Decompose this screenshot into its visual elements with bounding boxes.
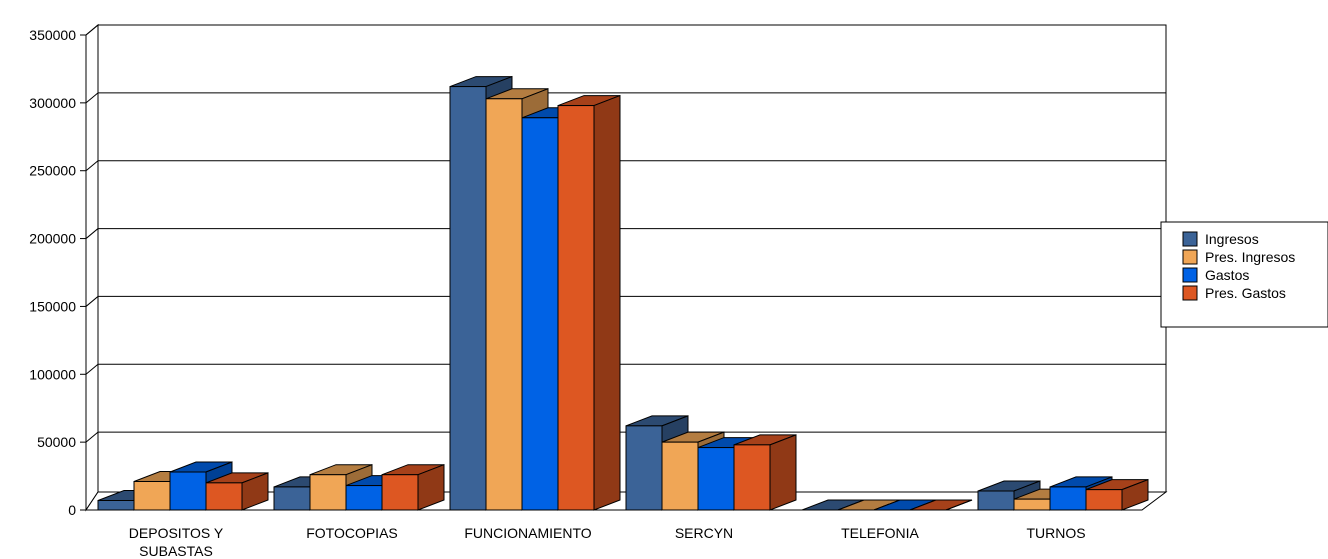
- legend: Ingresos Pres. Ingresos Gastos Pres. Gastos: [1160, 221, 1328, 328]
- bar: [733, 434, 797, 511]
- gridline-side: [85, 228, 99, 239]
- gridline-side: [85, 363, 99, 375]
- bar-side: [769, 434, 797, 511]
- bar-front: [169, 471, 207, 511]
- gridline-side: [85, 296, 99, 307]
- bar: [1085, 478, 1149, 511]
- bar: [309, 463, 373, 511]
- bar-front: [485, 98, 523, 511]
- x-tick-label: TELEFONIA: [841, 525, 919, 541]
- bar-front: [205, 482, 243, 511]
- bar-front: [449, 86, 487, 511]
- legend-swatch: [1182, 285, 1198, 301]
- gridline-side: [85, 24, 99, 36]
- y-tick-label: 150000: [29, 298, 76, 314]
- x-tick-label: FOTOCOPIAS: [306, 525, 398, 541]
- legend-label: Ingresos: [1205, 231, 1259, 247]
- legend-label: Pres. Ingresos: [1205, 249, 1295, 265]
- bars-layer: [97, 75, 1149, 511]
- bar: [205, 472, 269, 511]
- plot-back-wall: [97, 24, 1167, 493]
- bar-front: [977, 490, 1015, 511]
- x-tick-label: SERCYN: [675, 525, 733, 541]
- bar-front: [733, 444, 771, 511]
- legend-label: Gastos: [1205, 267, 1249, 283]
- y-tick-label: 50000: [37, 434, 76, 450]
- label-layer: DEPOSITOS Y SUBASTAS FOTOCOPIAS FUNCIONAMIE…: [129, 525, 1086, 559]
- legend-swatch: [1182, 267, 1198, 283]
- y-tick-label: 0: [68, 502, 76, 518]
- bar-front: [345, 485, 383, 511]
- bar-front: [133, 481, 171, 511]
- bar-front: [1013, 498, 1051, 511]
- bar-front: [309, 474, 347, 511]
- legend-swatch: [1182, 231, 1198, 247]
- x-tick-label: DEPOSITOS Y: [129, 525, 224, 541]
- y-tick-label: 200000: [29, 231, 76, 247]
- bar-side: [593, 94, 621, 511]
- bar-front: [521, 117, 559, 511]
- bar-front: [273, 486, 311, 511]
- grid-layer: [85, 23, 1168, 512]
- bar-front: [381, 474, 419, 511]
- legend-label: Pres. Gastos: [1205, 285, 1286, 301]
- y-tick-label: 350000: [29, 27, 76, 43]
- bar: [557, 94, 621, 511]
- gridline-side: [85, 160, 99, 172]
- bar: [381, 463, 445, 511]
- y-tick-label: 250000: [29, 163, 76, 179]
- gridline-side: [85, 92, 99, 104]
- bar-front: [557, 105, 595, 511]
- bar-front: [1049, 486, 1087, 511]
- bar-front: [1085, 489, 1123, 511]
- y-tick-label: 300000: [29, 95, 76, 111]
- legend-swatch: [1182, 249, 1198, 265]
- bar-front: [625, 425, 663, 511]
- bar: [909, 499, 973, 511]
- x-tick-label: SUBASTAS: [139, 543, 213, 559]
- bar-front: [661, 441, 699, 511]
- y-tick-label: 100000: [29, 366, 76, 382]
- bar-front: [97, 500, 135, 511]
- axis-layer: 0 50000 100000 150000 200000 250000 300000 3500…: [29, 27, 86, 518]
- x-tick-label: FUNCIONAMIENTO: [464, 525, 591, 541]
- bar-side: [945, 499, 973, 511]
- x-tick-label: TURNOS: [1026, 525, 1085, 541]
- bar-front: [697, 447, 735, 511]
- gridline-side: [85, 431, 99, 443]
